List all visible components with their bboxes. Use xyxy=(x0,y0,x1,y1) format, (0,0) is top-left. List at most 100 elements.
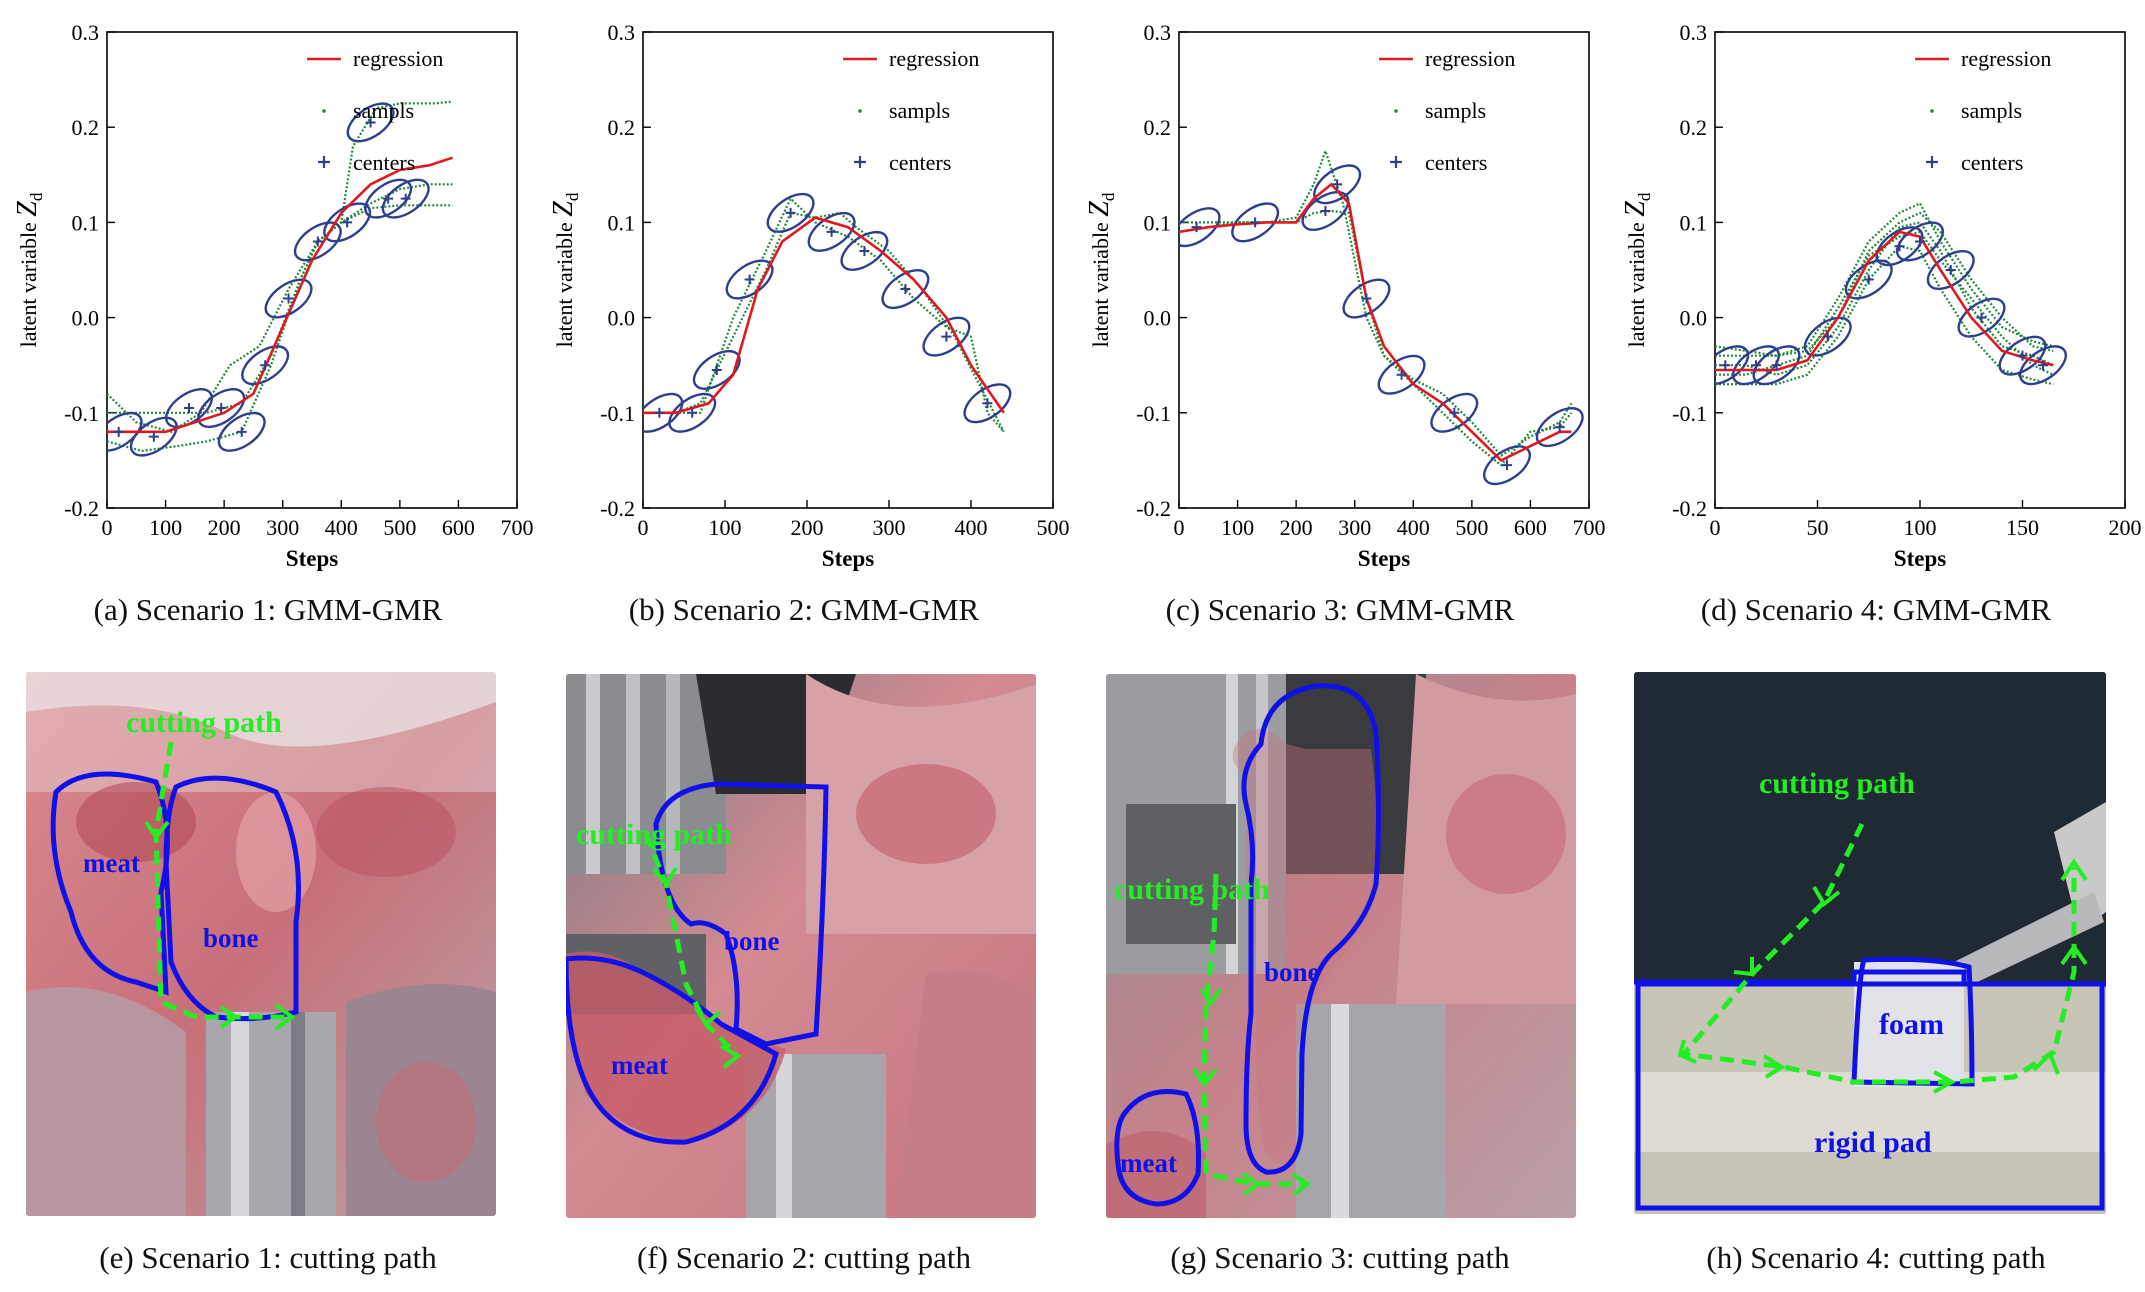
center-marker xyxy=(1554,422,1565,433)
x-tick-label: 200 xyxy=(208,515,241,540)
chart-c: 0 100 200 300 400 500 600 700 -0.2 -0.1 0.0 0.1 0.2 0… xyxy=(1084,20,1606,571)
plot-frame xyxy=(1714,31,2126,509)
center-marker xyxy=(1332,179,1343,190)
y-tick-label: -0.1 xyxy=(1136,401,1171,426)
photo-g-label-a: meat xyxy=(1120,1148,1177,1178)
x-tick-label: 50 xyxy=(1807,515,1829,540)
photo-h-path-label: cutting path xyxy=(1759,767,1915,800)
gmm-ellipse xyxy=(840,230,889,271)
gmm-ellipse xyxy=(922,316,971,357)
x-tick-label: 100 xyxy=(149,515,182,540)
x-tick-label: 0 xyxy=(1174,515,1185,540)
center-marker xyxy=(312,236,323,247)
x-tick-label: 200 xyxy=(1280,515,1313,540)
sample-series xyxy=(107,183,453,433)
gmm-ellipse xyxy=(217,411,266,452)
y-tick-label: 0.3 xyxy=(72,20,100,45)
center-marker xyxy=(744,274,755,285)
gmm-ellipse xyxy=(1732,345,1780,386)
legend-samples: sampls xyxy=(1961,98,2022,123)
y-tick-label: 0.2 xyxy=(608,115,636,140)
x-axis-label: Steps xyxy=(1894,546,1946,571)
legend-samples: sampls xyxy=(889,98,950,123)
plot-area xyxy=(643,192,1012,433)
center-marker xyxy=(342,217,353,228)
x-tick-label: 150 xyxy=(2006,515,2039,540)
photo-f-image: cutting path meat bone xyxy=(566,674,1036,1218)
photo-e: cutting path meat bone xyxy=(26,672,496,1216)
center-marker xyxy=(1915,236,1925,247)
photo-e-path-label: cutting path xyxy=(126,706,282,739)
y-tick-label: 0.0 xyxy=(72,306,100,331)
center-marker xyxy=(1771,360,1782,371)
photo-h-label-b: rigid pad xyxy=(1814,1126,1932,1159)
photo-e-label-b: bone xyxy=(203,923,259,953)
gmm-ellipse xyxy=(264,278,313,319)
center-marker xyxy=(1894,241,1905,252)
photo-h-label-a: foam xyxy=(1879,1008,1944,1041)
center-marker xyxy=(1191,222,1202,233)
gmm-ellipse xyxy=(1998,335,2047,376)
x-tick-label: 300 xyxy=(873,515,906,540)
center-marker xyxy=(260,360,271,371)
center-marker xyxy=(1863,274,1874,285)
legend-centers: centers xyxy=(353,150,415,175)
center-marker xyxy=(1502,460,1512,471)
y-tick-label: 0.1 xyxy=(1680,210,1708,235)
center-marker xyxy=(859,245,870,256)
center-marker xyxy=(236,426,247,437)
center-marker xyxy=(1361,293,1372,304)
plot-frame xyxy=(1178,31,1590,509)
chart-a: 0 100 200 300 400 500 600 700 -0.2 -0.1 0.0 0.1 0.2 0… xyxy=(12,20,534,571)
photo-h: cutting path foam rigid pad xyxy=(1634,672,2106,1214)
gmm-ellipse xyxy=(2019,345,2067,386)
photo-g-image: cutting path meat bone xyxy=(1106,674,1576,1218)
sample-series xyxy=(1715,230,2054,376)
caption-g: (g) Scenario 3: cutting path xyxy=(1170,1240,1510,1275)
y-tick-label: 0.3 xyxy=(1680,20,1708,45)
x-tick-label: 500 xyxy=(1037,515,1070,540)
gmm-ellipse xyxy=(1342,278,1391,319)
x-tick-label: 200 xyxy=(791,515,824,540)
center-marker xyxy=(1822,331,1833,342)
gmm-ellipse xyxy=(293,221,342,262)
gmm-ellipse xyxy=(364,178,413,219)
legend-samples-swatch xyxy=(1930,109,1934,113)
legend-centers: centers xyxy=(1425,150,1487,175)
plot-frame xyxy=(106,31,518,509)
x-axis-label: Steps xyxy=(286,546,338,571)
sample-series xyxy=(1715,221,2054,376)
gmm-ellipse xyxy=(1313,164,1362,205)
legend-regression: regression xyxy=(1961,46,2051,71)
center-marker xyxy=(383,193,394,204)
center-marker xyxy=(283,293,294,304)
center-marker xyxy=(982,398,993,409)
gmm-ellipse xyxy=(1483,445,1531,486)
plot-frame xyxy=(642,31,1054,509)
y-tick-label: -0.2 xyxy=(64,496,99,521)
x-axis-label: Steps xyxy=(822,546,874,571)
photo-e-label-a: meat xyxy=(83,848,140,878)
sample-series xyxy=(1715,201,2054,357)
center-marker xyxy=(1449,407,1460,418)
gmm-ellipse xyxy=(1231,202,1280,243)
caption-f: (f) Scenario 2: cutting path xyxy=(636,1240,971,1275)
caption-h: (h) Scenario 4: cutting path xyxy=(1706,1240,2046,1275)
y-tick-label: 0.0 xyxy=(1144,306,1172,331)
legend-samples: sampls xyxy=(1425,98,1486,123)
legend-centers-swatch xyxy=(318,156,330,168)
gmm-ellipse xyxy=(346,102,395,143)
legend-regression: regression xyxy=(889,46,979,71)
gmm-ellipse xyxy=(129,416,178,457)
y-axis-label: latent variable Zd xyxy=(1620,192,1654,347)
gmm-ellipse xyxy=(165,388,213,429)
gmm-ellipse xyxy=(1179,207,1221,248)
caption-c: (c) Scenario 3: GMM-GMR xyxy=(1165,592,1515,627)
caption-d: (d) Scenario 4: GMM-GMR xyxy=(1700,592,2052,627)
regression-line xyxy=(643,216,1005,415)
photo-g-path-label: cutting path xyxy=(1114,873,1270,906)
center-marker xyxy=(184,403,194,414)
y-tick-label: 0.1 xyxy=(1144,210,1172,235)
y-tick-label: 0.1 xyxy=(72,210,100,235)
gmm-ellipse xyxy=(381,178,430,219)
